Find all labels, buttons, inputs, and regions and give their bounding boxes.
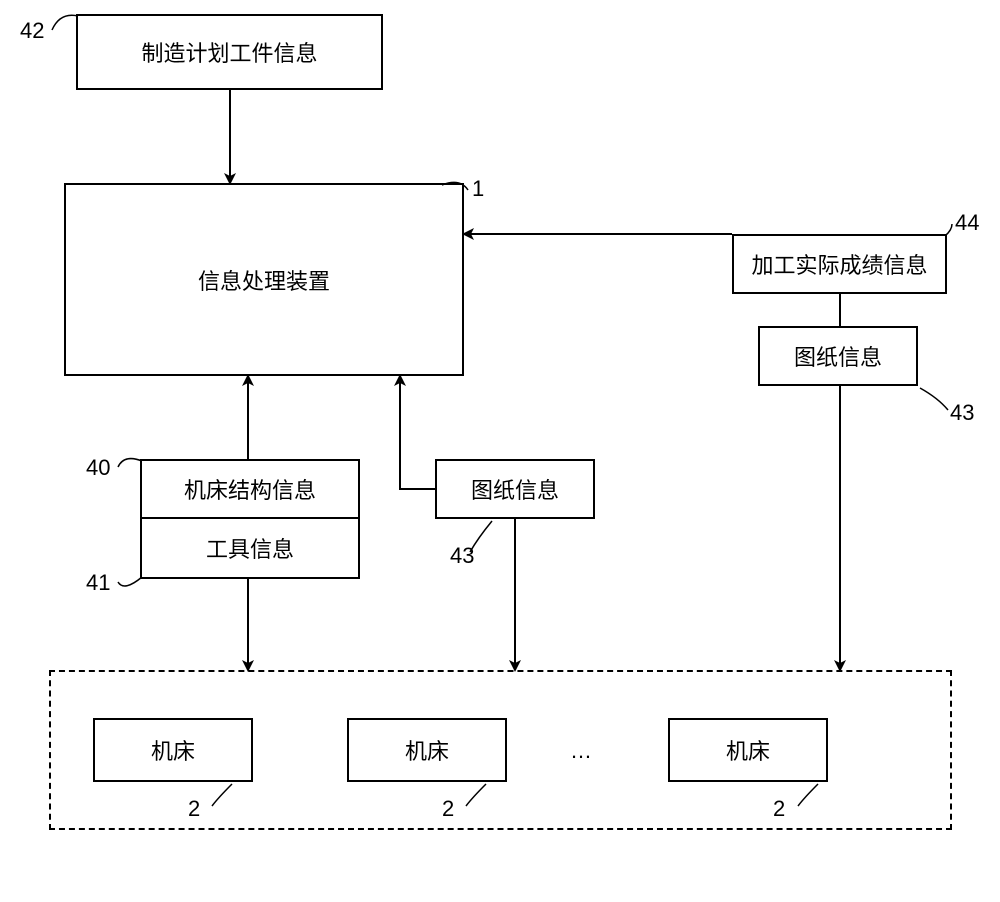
box-machine-structure-info-text: 机床结构信息 [184,473,316,505]
box-actual-performance-text: 加工实际成绩信息 [751,248,927,280]
box-machine-1: 机床 [93,718,253,782]
box-machine-3-text: 机床 [726,734,770,766]
label-2-b: 2 [442,796,454,822]
label-2-a: 2 [188,796,200,822]
ellipsis: … [570,738,596,764]
box-tool-info: 工具信息 [140,517,360,579]
label-41: 41 [86,570,110,596]
box-manufacturing-plan-text: 制造计划工件信息 [141,36,317,68]
box-drawing-info-right-text: 图纸信息 [794,340,882,372]
box-tool-info-text: 工具信息 [206,532,294,564]
box-machine-structure-info: 机床结构信息 [140,459,360,519]
box-info-processing-device: 信息处理装置 [64,183,464,376]
box-machine-2: 机床 [347,718,507,782]
box-drawing-info-mid: 图纸信息 [435,459,595,519]
label-1: 1 [472,176,484,202]
label-42: 42 [20,18,44,44]
label-40: 40 [86,455,110,481]
box-manufacturing-plan: 制造计划工件信息 [76,14,383,90]
box-machine-2-text: 机床 [405,734,449,766]
box-machine-3: 机床 [668,718,828,782]
label-2-c: 2 [773,796,785,822]
label-43-mid: 43 [450,543,474,569]
box-drawing-info-right: 图纸信息 [758,326,918,386]
box-machine-1-text: 机床 [151,734,195,766]
box-actual-performance: 加工实际成绩信息 [732,234,947,294]
box-info-processing-device-text: 信息处理装置 [198,264,330,296]
label-44: 44 [955,210,979,236]
box-drawing-info-mid-text: 图纸信息 [471,473,559,505]
label-43-right: 43 [950,400,974,426]
